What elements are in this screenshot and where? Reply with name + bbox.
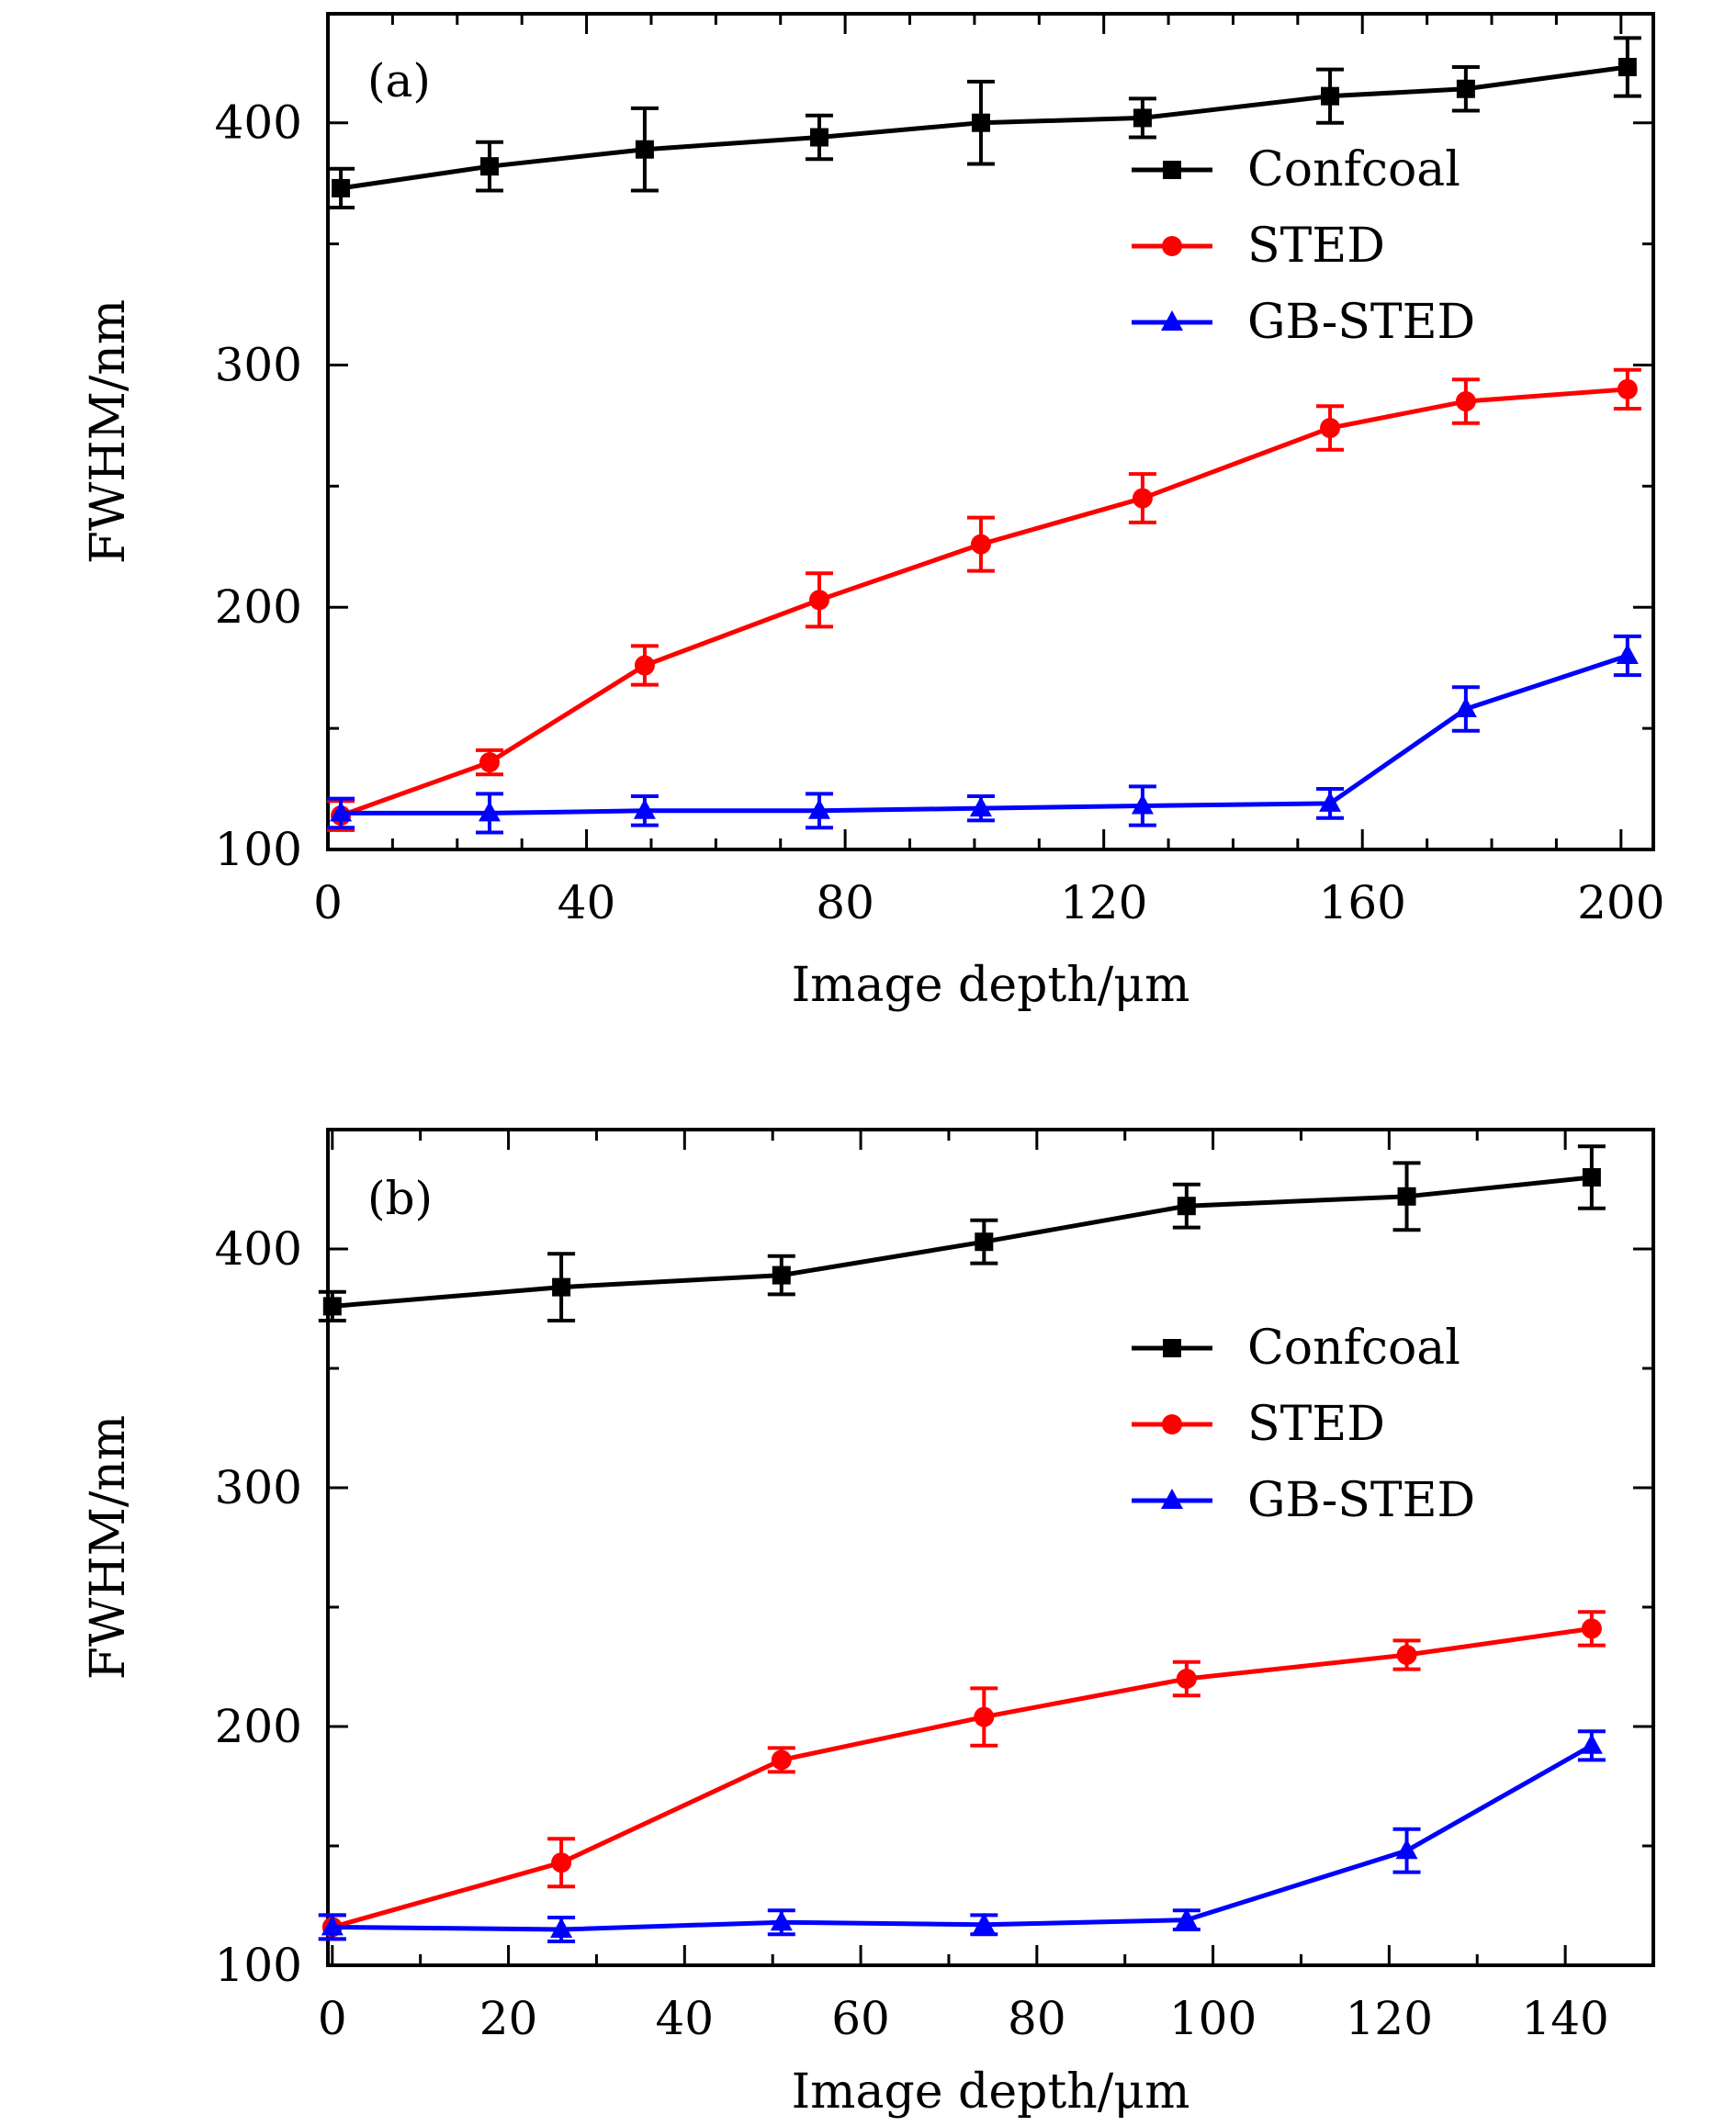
y-tick-label: 100 bbox=[215, 1939, 302, 1992]
data-point bbox=[330, 801, 353, 822]
data-point bbox=[1581, 1618, 1602, 1639]
legend-marker bbox=[1163, 1339, 1181, 1357]
panel-label: (b) bbox=[367, 1172, 433, 1225]
data-point bbox=[1582, 1168, 1601, 1187]
data-point bbox=[1131, 793, 1154, 815]
legend-label: Confcoal bbox=[1247, 1321, 1460, 1376]
data-point bbox=[808, 590, 829, 611]
legend-marker bbox=[1161, 310, 1183, 331]
data-point bbox=[1618, 58, 1637, 77]
x-tick-label: 40 bbox=[656, 1992, 715, 2045]
plot-frame bbox=[326, 1128, 1655, 1967]
x-tick-label: 140 bbox=[1521, 1992, 1608, 2045]
data-point bbox=[1456, 79, 1475, 98]
data-point bbox=[1455, 391, 1476, 412]
data-point bbox=[772, 1265, 791, 1285]
y-tick-label: 200 bbox=[215, 1700, 302, 1753]
series-confcoal bbox=[327, 36, 1641, 210]
data-point bbox=[1175, 1907, 1198, 1929]
data-point bbox=[971, 113, 990, 132]
legend-label: Confcoal bbox=[1247, 142, 1460, 197]
data-point bbox=[332, 178, 351, 197]
data-point bbox=[551, 1852, 572, 1873]
data-point bbox=[974, 1706, 995, 1727]
data-point bbox=[975, 1232, 994, 1252]
series-gb-sted bbox=[318, 1729, 1606, 1943]
y-axis-title: FWHM/nm bbox=[81, 1415, 136, 1680]
x-tick-label: 20 bbox=[479, 1992, 538, 2045]
data-point bbox=[1177, 1197, 1196, 1216]
data-point bbox=[552, 1277, 571, 1297]
x-axis-title: Image depth/μm bbox=[792, 2064, 1190, 2120]
series-confcoal bbox=[318, 1144, 1606, 1322]
legend-label: GB-STED bbox=[1247, 1473, 1475, 1528]
legend-label: STED bbox=[1247, 1397, 1385, 1452]
y-tick-label: 400 bbox=[215, 1222, 302, 1276]
x-tick-label: 120 bbox=[1060, 876, 1147, 929]
data-point bbox=[321, 1915, 344, 1936]
legend-marker bbox=[1162, 236, 1182, 256]
data-point bbox=[1176, 1669, 1197, 1689]
data-point bbox=[771, 1749, 792, 1771]
data-point bbox=[634, 655, 655, 676]
data-point bbox=[1321, 86, 1340, 106]
x-tick-label: 0 bbox=[318, 1992, 347, 2045]
x-tick-label: 80 bbox=[1008, 1992, 1066, 2045]
data-point bbox=[1616, 643, 1639, 664]
data-point bbox=[969, 796, 992, 817]
legend-marker bbox=[1161, 1489, 1183, 1509]
x-tick-label: 100 bbox=[1169, 1992, 1257, 2045]
y-tick-label: 300 bbox=[215, 338, 302, 391]
y-tick-label: 200 bbox=[215, 580, 302, 634]
chart-panel-0: 0 40 80 120 160 200 100 200 300 400 Image depth/μm… bbox=[81, 12, 1665, 1013]
data-point bbox=[550, 1918, 573, 1938]
y-tick-label: 300 bbox=[215, 1461, 302, 1514]
y-tick-label: 400 bbox=[215, 96, 302, 150]
data-point bbox=[1395, 1839, 1418, 1860]
data-point bbox=[970, 534, 991, 555]
x-axis-title: Image depth/μm bbox=[792, 958, 1190, 1013]
data-point bbox=[1397, 1187, 1416, 1206]
legend-marker bbox=[1163, 161, 1181, 179]
data-point bbox=[478, 801, 501, 822]
legend-label: STED bbox=[1247, 219, 1385, 274]
data-point bbox=[807, 798, 830, 819]
data-point bbox=[1580, 1733, 1603, 1754]
data-point bbox=[479, 157, 499, 176]
data-point bbox=[1396, 1645, 1417, 1665]
series-sted bbox=[318, 1610, 1606, 1941]
series-sted bbox=[327, 367, 1641, 832]
data-point bbox=[635, 140, 654, 159]
data-point bbox=[322, 1297, 342, 1316]
legend-label: GB-STED bbox=[1247, 295, 1475, 350]
x-tick-label: 200 bbox=[1577, 876, 1664, 929]
x-tick-label: 80 bbox=[816, 876, 874, 929]
y-axis-title: FWHM/nm bbox=[81, 299, 136, 564]
x-tick-label: 160 bbox=[1319, 876, 1406, 929]
data-point bbox=[1617, 378, 1638, 399]
data-point bbox=[1454, 697, 1477, 718]
data-point bbox=[770, 1910, 793, 1931]
data-point bbox=[1132, 488, 1153, 509]
x-tick-label: 0 bbox=[313, 876, 343, 929]
legend-marker bbox=[1162, 1414, 1182, 1434]
data-point bbox=[973, 1912, 996, 1933]
chart-panel-1: 0 20 40 60 80 100 120 140 100 200 300 400 Image dept… bbox=[81, 1128, 1655, 2120]
data-point bbox=[1320, 418, 1341, 439]
panel-label: (a) bbox=[367, 54, 431, 107]
x-tick-label: 40 bbox=[558, 876, 616, 929]
data-point bbox=[633, 798, 656, 819]
plot-frame bbox=[326, 12, 1655, 851]
x-tick-label: 120 bbox=[1346, 1992, 1433, 2045]
x-tick-label: 60 bbox=[831, 1992, 890, 2045]
data-point bbox=[1133, 108, 1152, 128]
y-tick-label: 100 bbox=[215, 823, 302, 876]
data-point bbox=[479, 752, 500, 773]
series-gb-sted bbox=[327, 634, 1641, 835]
data-point bbox=[809, 128, 829, 147]
data-point bbox=[1319, 791, 1342, 812]
